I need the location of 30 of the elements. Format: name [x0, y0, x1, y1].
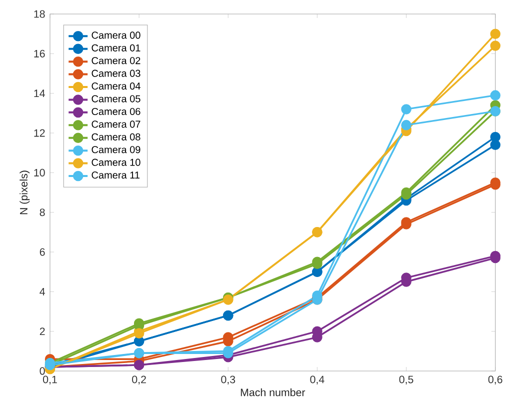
y-tick-label: 6	[40, 248, 45, 256]
legend-label: Camera 00	[92, 32, 140, 39]
x-tick-label: 0,2	[132, 376, 146, 385]
legend-label: Camera 06	[92, 108, 140, 116]
legend-label: Camera 02	[92, 57, 140, 64]
x-tick-label: 0,3	[221, 376, 236, 385]
y-tick-label: 0	[40, 367, 45, 375]
y-tick-label: 8	[40, 208, 45, 216]
x-tick-label: 0,4	[310, 376, 324, 385]
legend-label: Camera 05	[92, 95, 140, 102]
y-tick-label: 10	[34, 168, 45, 176]
legend-label: Camera 11	[92, 172, 140, 179]
x-tick-label: 0,5	[399, 376, 414, 385]
y-tick-label: 16	[34, 50, 45, 58]
x-tick-label: 0,6	[488, 376, 502, 385]
y-tick-label: 14	[34, 90, 45, 98]
legend-label: Camera 07	[92, 120, 140, 128]
y-tick-label: 2	[40, 328, 45, 336]
y-axis-title: N (pixels)	[20, 170, 30, 214]
legend-label: Camera 10	[92, 158, 140, 166]
x-axis-title: Mach number	[240, 388, 306, 396]
legend-label: Camera 01	[92, 44, 140, 52]
legend-label: Camera 09	[92, 146, 140, 154]
y-tick-label: 4	[40, 288, 45, 296]
y-tick-label: 12	[34, 129, 45, 137]
y-tick-label: 18	[34, 10, 45, 18]
legend-label: Camera 08	[92, 133, 140, 140]
legend-label: Camera 04	[92, 82, 140, 90]
legend-label: Camera 03	[92, 70, 140, 77]
x-tick-label: 0,1	[43, 376, 57, 385]
